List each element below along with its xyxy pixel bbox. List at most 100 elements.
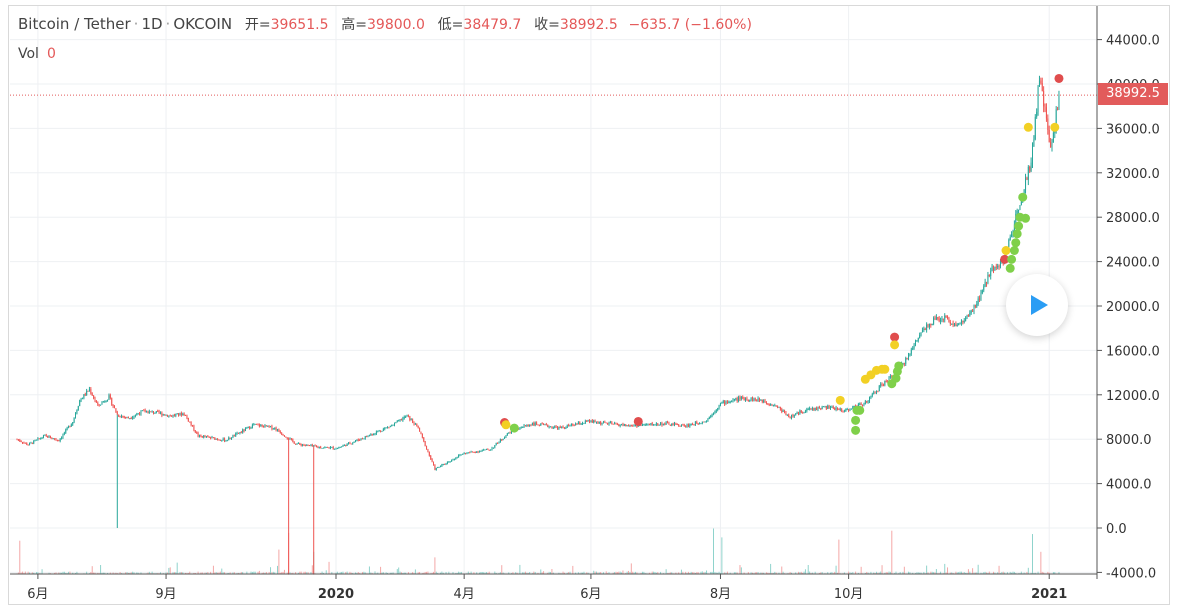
candle-body [459,454,461,456]
candle-body [139,413,141,415]
candle-body [144,410,146,413]
candle-body [965,317,967,321]
candle-body [38,438,40,440]
candle-body [931,323,933,326]
x-tick-label: 4月 [454,587,475,602]
candle-body [715,409,717,412]
x-tick-label: 9月 [155,587,176,602]
candle-body [314,445,316,447]
candle-body [134,415,136,417]
candle-body [148,411,150,414]
candle-body [473,451,475,453]
candle-body [889,376,891,378]
candle-body [619,425,621,427]
candle-body [122,415,124,417]
candle-body [322,447,324,449]
candle-body [217,438,219,440]
candle-body [256,423,258,425]
candle-body [253,424,255,426]
candle-body [1018,209,1020,211]
candle-body [232,435,234,439]
candle-body [799,410,801,415]
candle-body [107,399,109,402]
candle-body [260,425,262,427]
candle-body [247,426,249,428]
candle-body [20,441,22,443]
candle-body [157,411,159,413]
candle-body [967,315,969,317]
candle-body [958,324,960,326]
candle-body [726,401,728,403]
candle-body [941,318,943,320]
candle-body [871,393,873,396]
candle-body [849,408,851,411]
candle-body [318,446,320,448]
candle-body [569,425,571,427]
candle-body [366,436,368,438]
close-label: 收= [534,17,560,33]
candle-body [825,406,827,409]
candle-body [792,415,794,417]
y-tick-label: -4000.0 [1106,566,1156,581]
candle-body [307,444,309,446]
candle-body [119,416,121,418]
candle-body [733,399,735,401]
candle-body [193,425,195,431]
candle-body [629,425,631,427]
low-label: 低= [437,17,464,33]
candle-body [828,405,830,409]
candle-body [125,417,127,419]
candle-body [714,411,716,414]
candle-body [873,392,875,394]
candle-body [410,419,412,421]
candle-body [24,442,26,444]
candle-body [679,425,681,427]
candle-body [718,404,720,409]
candle-body [204,436,206,438]
candle-body [888,377,890,383]
candle-body [591,420,593,423]
candle-body [40,438,42,440]
candle-body [49,436,51,439]
candle-body [636,425,638,427]
candle-body [360,438,362,441]
candle-body [63,432,65,435]
candle-body [625,424,627,427]
candle-body [935,317,937,320]
candle-body [205,436,207,438]
play-button[interactable] [1006,274,1068,336]
candle-body [428,451,430,456]
candle-body [166,414,168,417]
candle-body [832,406,834,409]
candle-body [370,434,372,436]
candle-body [672,423,674,426]
candle-body [719,403,721,405]
candle-body [97,402,99,405]
candle-body [644,424,646,426]
candle-body [354,440,356,442]
candle-body [732,399,734,401]
candle-body [399,419,401,421]
candle-body [764,400,766,403]
high-label: 高= [341,17,367,33]
candle-body [361,438,363,440]
candle-body [711,413,713,416]
candle-body [1012,230,1014,234]
candle-body [983,286,985,291]
candle-body [350,443,352,445]
candle-body [109,395,111,399]
candle-body [212,437,214,439]
candle-body [739,397,741,400]
candle-body [643,424,645,426]
candle-body [175,414,177,416]
candle-body [1051,142,1053,148]
candle-body [198,434,200,437]
candle-body [331,447,333,449]
candle-body [980,293,982,300]
interval-label[interactable]: 1D [141,15,163,33]
candle-body [937,317,939,319]
candle-body [962,320,964,323]
candle-body [159,412,161,414]
candle-body [529,424,531,426]
